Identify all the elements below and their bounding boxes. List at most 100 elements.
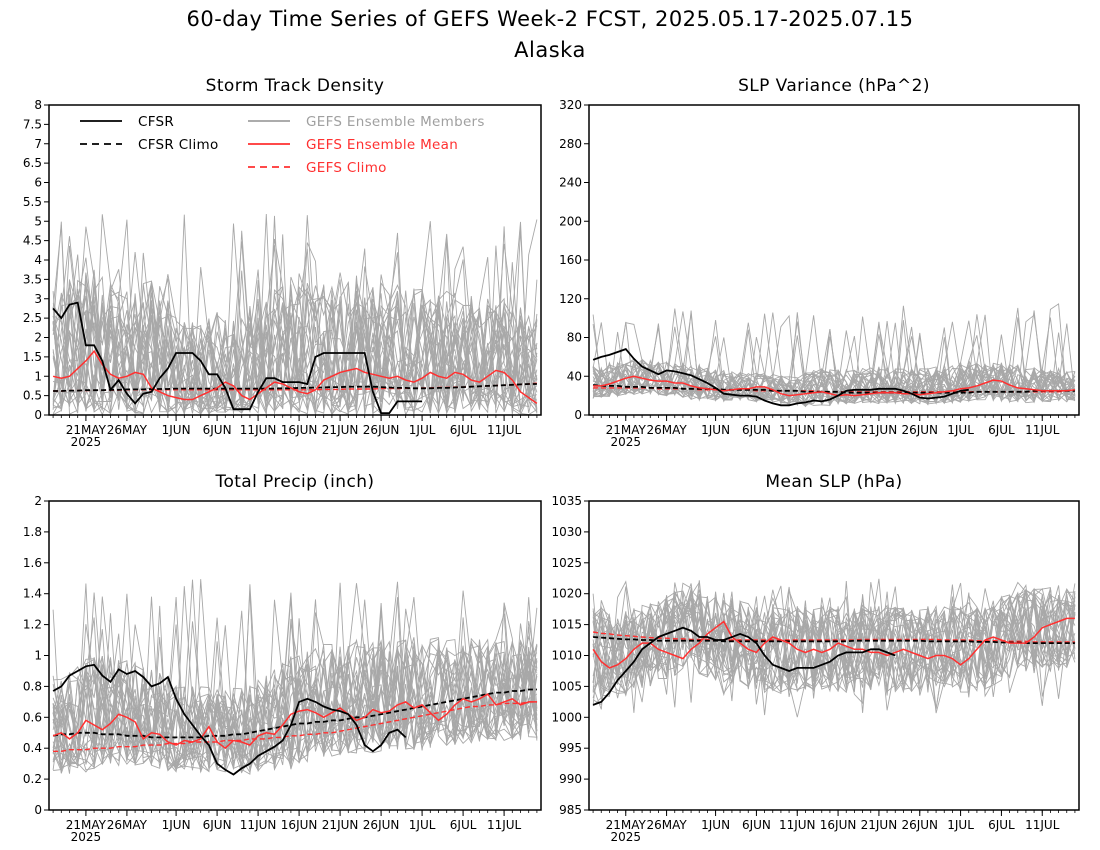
ensemble-member-line (52, 241, 538, 415)
y-tick-label: 4 (34, 253, 42, 267)
y-tick-label: 280 (559, 137, 582, 151)
panel-title: Storm Track Density (206, 76, 385, 96)
y-tick-label: 320 (559, 98, 582, 112)
legend-label: GEFS Ensemble Members (306, 114, 485, 130)
ensemble-member-line (52, 629, 538, 764)
y-tick-label: 200 (559, 214, 582, 228)
x-tick-label: 1JUL (409, 818, 436, 832)
chart-panel-2: 0 40 80 120 160 200 240 280 320 21MAY 26MAY 1JUN 6JU… (559, 76, 1080, 449)
x-tick-label: 11JUN (240, 818, 277, 832)
ensemble-member-line (592, 322, 1076, 407)
series-gefs-climo (53, 701, 537, 752)
figure-subtitle: Alaska (514, 38, 586, 62)
ensemble-member-line (592, 311, 1076, 405)
chart-panel-3: 0 0.2 0.4 0.6 0.8 1 1.2 1.4 1.6 1.8 2 21MAY 26MAY 1JU… (23, 472, 542, 844)
legend-label: CFSR (138, 114, 174, 130)
x-tick-label: 26JUN (363, 818, 400, 832)
y-tick-label: 1015 (551, 618, 582, 632)
y-tick-label: 120 (559, 292, 582, 306)
series-lines (592, 617, 1075, 706)
y-tick-label: 160 (559, 253, 582, 267)
y-tick-label: 80 (567, 331, 582, 345)
x-tick-label: 6JUL (450, 818, 477, 832)
x-tick-label: 1JUL (409, 423, 436, 437)
ensemble-member-line (592, 594, 1076, 716)
y-tick-label: 0.5 (23, 389, 42, 403)
series-gefs-ensemble-mean (593, 375, 1075, 397)
series-gefs-ensemble-mean (52, 349, 538, 405)
y-tick-label: 1035 (551, 494, 582, 508)
y-tick-label: 0 (574, 408, 582, 422)
y-tick-label: 4.5 (23, 234, 42, 248)
ensemble-member-line (52, 221, 538, 415)
x-tick-label: 16JUN (820, 423, 857, 437)
x-tick-label: 21JUN (861, 423, 898, 437)
legend-label: CFSR Climo (138, 137, 219, 153)
y-tick-label: 3 (34, 292, 42, 306)
y-tick-label: 3.5 (23, 272, 42, 286)
series-cfsr-climo (593, 636, 1075, 644)
x-tick-label: 6JUN (742, 423, 771, 437)
x-tick-label: 1JUL (947, 818, 974, 832)
ensemble-member-line (52, 219, 538, 415)
y-tick-label: 2.5 (23, 311, 42, 325)
y-tick-label: 5.5 (23, 195, 42, 209)
series-lines (52, 663, 537, 776)
x-tick-label: 6JUN (203, 818, 232, 832)
x-tick-label: 11JUN (779, 423, 816, 437)
x-tick-label: 21JUN (861, 818, 898, 832)
y-tick-label: 7 (34, 137, 42, 151)
ensemble-members (52, 213, 538, 415)
legend-label: GEFS Climo (306, 160, 387, 176)
y-tick-label: 1025 (551, 556, 582, 570)
y-tick-label: 6 (34, 176, 42, 190)
y-tick-label: 1005 (551, 679, 582, 693)
x-tick-label: 26MAY (107, 818, 148, 832)
x-tick-label: 11JUL (1025, 818, 1060, 832)
x-tick-label: 21JUN (322, 423, 359, 437)
legend-entry: GEFS Climo (248, 160, 387, 176)
ensemble-member-line (592, 596, 1076, 698)
ensemble-member-line (52, 590, 538, 773)
series-lines (52, 301, 538, 415)
x-tick-label: 6JUN (742, 818, 771, 832)
series-cfsr (52, 663, 407, 776)
x-tick-label: 6JUL (988, 423, 1015, 437)
x-tick-label: 21JUN (322, 818, 359, 832)
x-tick-label: 11JUN (240, 423, 277, 437)
series-cfsr-climo (593, 384, 1075, 394)
x-tick-label: 16JUN (281, 423, 318, 437)
x-tick-label: 1JUN (162, 818, 191, 832)
x-tick-label: 26MAY (107, 423, 148, 437)
y-tick-label: 1 (34, 369, 42, 383)
ensemble-member-line (592, 316, 1076, 403)
x-tick-label: 1JUN (701, 818, 730, 832)
y-tick-label: 7.5 (23, 117, 42, 131)
ensemble-member-line (592, 582, 1076, 710)
figure-title: 60-day Time Series of GEFS Week-2 FCST, … (186, 7, 913, 31)
series-cfsr-climo (52, 688, 537, 739)
ensemble-member-line (592, 593, 1076, 694)
y-tick-label: 1020 (551, 587, 582, 601)
y-tick-label: 0 (34, 803, 42, 817)
y-tick-label: 0.8 (23, 679, 42, 693)
x-tick-label: 1JUL (947, 423, 974, 437)
series-cfsr-climo (53, 383, 537, 392)
y-tick-label: 1 (34, 649, 42, 663)
y-tick-label: 1.2 (23, 618, 42, 632)
x-tick-label: 6JUN (203, 423, 232, 437)
ensemble-member-line (52, 605, 538, 773)
series-cfsr (592, 348, 969, 407)
panel-title: Total Precip (inch) (215, 472, 375, 492)
y-tick-label: 1010 (551, 649, 582, 663)
y-tick-label: 8 (34, 98, 42, 112)
x-tick-label: 11JUL (487, 423, 522, 437)
ensemble-member-line (52, 288, 538, 415)
y-tick-label: 1.4 (23, 587, 42, 601)
x-tick-label: 26JUN (901, 818, 938, 832)
y-tick-label: 990 (559, 772, 582, 786)
legend: CFSR CFSR Climo GEFS Ensemble Members GEFS … (80, 114, 485, 176)
y-tick-label: 2 (34, 331, 42, 345)
y-tick-label: 0.6 (23, 710, 42, 724)
